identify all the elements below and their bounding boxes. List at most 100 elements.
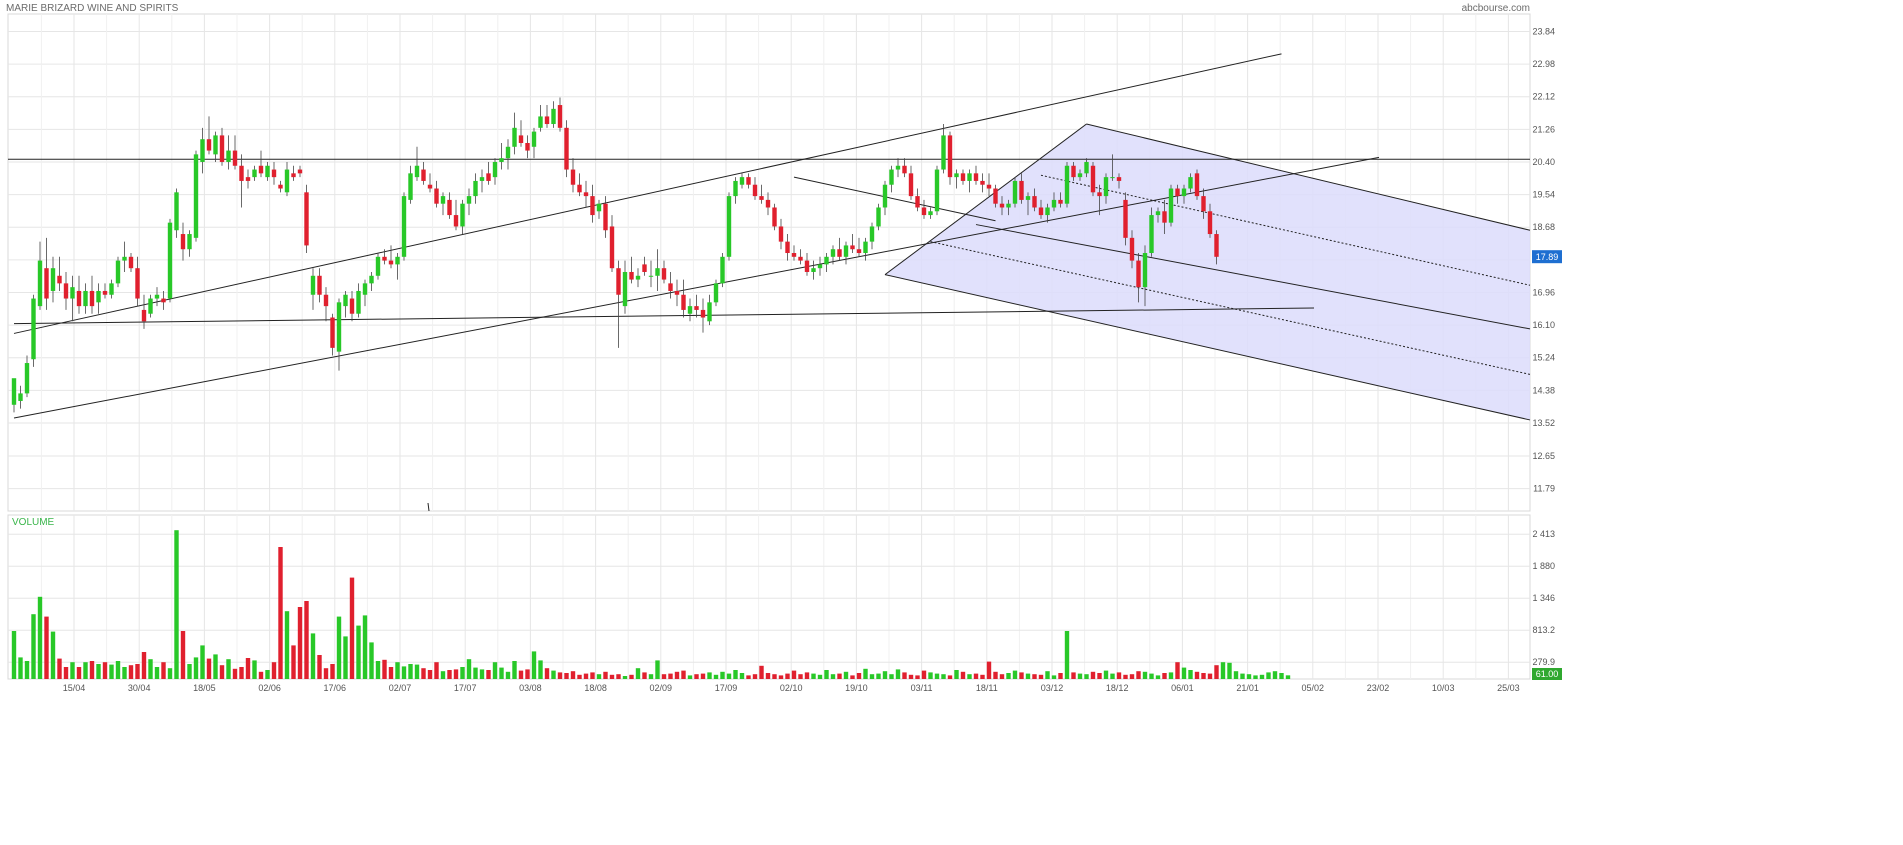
candle-body [57, 275, 62, 284]
price-panel: 23.8422.9822.1221.2620.4019.5418.6817.82… [7, 13, 1562, 512]
candle-body [544, 116, 550, 125]
volume-bar [882, 671, 888, 679]
volume-bar [583, 673, 589, 679]
volume-bar [765, 673, 771, 679]
volume-bar [1084, 674, 1089, 679]
volume-bar [908, 674, 914, 679]
candle-body [141, 309, 147, 322]
volume-grid [8, 515, 1530, 679]
candle-body [427, 184, 433, 189]
volume-bar [239, 667, 244, 679]
candle-body [882, 184, 888, 208]
volume-bar [1285, 675, 1291, 679]
volume-bar [213, 654, 218, 679]
x-tick-label: 17/06 [324, 683, 347, 693]
volume-bar [1103, 670, 1109, 679]
candle-body [128, 256, 134, 269]
candle-body [284, 169, 290, 193]
candle-body [765, 199, 771, 208]
candle-body [1136, 260, 1141, 288]
volume-bar [941, 674, 946, 679]
candle-body [551, 108, 556, 125]
candle-body [89, 290, 95, 307]
volume-bar [174, 530, 179, 679]
volume-bar [70, 662, 75, 679]
volume-bar [486, 670, 491, 679]
volume-bar [1071, 672, 1076, 679]
candle-body [76, 290, 82, 307]
volume-bar [440, 671, 446, 679]
candle-body [382, 256, 387, 261]
candle-body [837, 249, 842, 257]
price-y-tick-label: 13.52 [1532, 418, 1555, 428]
candle-body [1181, 188, 1187, 197]
volume-bar [895, 669, 901, 679]
candle-body [1032, 196, 1037, 208]
price-y-tick-label: 23.84 [1532, 26, 1555, 36]
candle-body [167, 222, 173, 299]
volume-bar [629, 674, 634, 679]
price-y-axis: 23.8422.9822.1221.2620.4019.5418.6817.82… [1532, 26, 1555, 493]
last-volume-value: 61.00 [1536, 669, 1559, 679]
volume-bar [733, 670, 738, 679]
x-tick-label: 03/08 [519, 683, 542, 693]
candle-body [1019, 180, 1024, 200]
candle-body [707, 302, 712, 322]
volume-bar [226, 659, 231, 679]
price-y-tick-label: 16.10 [1532, 320, 1555, 330]
volume-bar [375, 661, 381, 679]
upper-uptrend-line [13, 53, 1282, 334]
price-drawings [8, 53, 1531, 512]
volume-bar [928, 672, 933, 679]
candle-body [1168, 188, 1174, 223]
volume-y-tick-label: 1 346 [1532, 593, 1555, 603]
volume-bar [323, 668, 329, 679]
candle-body [973, 173, 979, 181]
volume-bar [1233, 671, 1239, 679]
candle-body [414, 165, 420, 178]
last-volume-badge-bg [1532, 668, 1562, 680]
volume-bar [31, 614, 36, 679]
candle-body [1149, 215, 1154, 254]
volume-bar [518, 670, 524, 679]
candle-body [1194, 173, 1200, 197]
volume-bar [1207, 673, 1213, 679]
candle-body [759, 196, 764, 200]
volume-bar [648, 674, 654, 679]
price-y-tick-label: 12.65 [1532, 451, 1555, 461]
candle-body [102, 290, 108, 295]
channel-upper-dotted-line [1040, 174, 1531, 286]
volume-bar [752, 674, 758, 679]
candle-body [869, 226, 875, 242]
price-y-tick-label: 15.24 [1532, 353, 1555, 363]
candle-body [271, 169, 277, 178]
volume-bar [447, 670, 452, 679]
candle-body [304, 192, 309, 246]
candle-body [778, 226, 784, 242]
volume-bar [388, 667, 394, 679]
candle-body [798, 256, 803, 261]
candle-body [18, 393, 23, 401]
volume-bar [869, 674, 875, 679]
candle-body [986, 184, 992, 189]
candle-body [577, 184, 582, 193]
price-y-tick-label: 22.98 [1532, 59, 1555, 69]
volume-bar [1194, 671, 1200, 679]
volume-bar [1006, 673, 1011, 679]
volume-bar [642, 672, 647, 679]
candle-body [772, 207, 777, 227]
volume-bar [746, 675, 751, 679]
candle-body [876, 207, 881, 227]
candle-body [154, 294, 160, 299]
volume-bar [570, 671, 576, 679]
candle-body [219, 135, 225, 162]
candle-body [265, 165, 270, 178]
candle-body [115, 260, 121, 284]
volume-bar [109, 664, 114, 679]
candle-body [37, 260, 43, 307]
candle-body [1207, 211, 1213, 235]
volume-bar [421, 668, 426, 679]
volume-bar [902, 672, 907, 679]
volume-bar [304, 601, 309, 679]
volume-bar [726, 673, 732, 679]
